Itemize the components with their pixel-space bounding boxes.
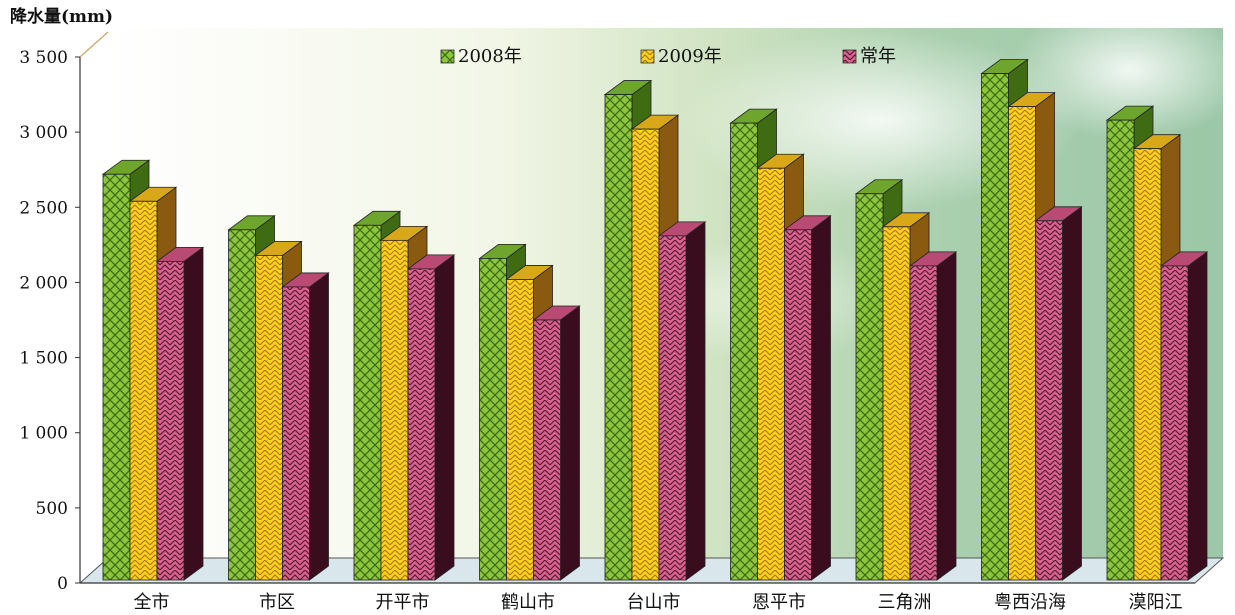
bar-front xyxy=(855,193,884,581)
bars xyxy=(101,58,1209,581)
bar-front xyxy=(981,73,1009,581)
y-tick-label: 3 500 xyxy=(19,48,68,68)
bar xyxy=(657,221,707,581)
legend-label: 2009年 xyxy=(658,46,722,67)
x-category-label: 鹤山市 xyxy=(501,592,555,613)
y-axis-label: 降水量(mm) xyxy=(10,6,113,27)
bar-side xyxy=(183,246,204,581)
bar-side xyxy=(434,254,455,581)
bar-side xyxy=(560,305,580,581)
bar-front xyxy=(129,200,158,581)
bar-front xyxy=(909,265,938,581)
x-category-label: 三角洲 xyxy=(878,592,932,613)
bar-front xyxy=(479,257,507,581)
bar-front xyxy=(407,268,436,581)
legend-item: 2009年 xyxy=(640,46,722,67)
x-category-label: 恩平市 xyxy=(752,592,806,613)
bar-front xyxy=(604,94,633,581)
bar-front xyxy=(380,239,409,581)
bar-side xyxy=(1187,251,1208,581)
x-category-label: 市区 xyxy=(259,592,295,613)
bar xyxy=(908,251,958,581)
bar-side xyxy=(1062,206,1082,581)
bar-front xyxy=(1160,265,1189,581)
y-axis-depth-line xyxy=(79,31,109,58)
bar-front xyxy=(506,279,534,581)
bar-front xyxy=(882,226,911,581)
bar xyxy=(532,305,581,581)
bar-front xyxy=(102,173,131,581)
bar xyxy=(406,254,456,581)
bar xyxy=(783,215,832,581)
bar-side xyxy=(685,221,706,581)
bar-front xyxy=(1106,119,1135,581)
y-tick-label: 1 000 xyxy=(19,424,68,444)
bar-front xyxy=(730,122,758,581)
x-category-label: 开平市 xyxy=(376,592,430,613)
bar-side xyxy=(936,251,957,581)
bar-side xyxy=(309,272,329,581)
bar xyxy=(155,246,205,581)
y-tick-label: 3 000 xyxy=(19,123,68,143)
bar xyxy=(1159,251,1209,581)
y-tick-label: 500 xyxy=(36,499,68,519)
x-category-label: 粤西沿海 xyxy=(994,592,1066,613)
bar xyxy=(1034,206,1083,581)
bar-front xyxy=(282,286,310,581)
bar-front xyxy=(1133,148,1162,581)
bar-front xyxy=(255,254,283,581)
bar-front xyxy=(228,229,256,581)
y-axis-ticks: 0 500 1 000 1 500 2 000 2 500 3 000 3 500 xyxy=(19,48,80,594)
legend-swatch xyxy=(640,49,655,64)
bar xyxy=(281,272,330,581)
x-axis-categories: 全市 市区 开平市 鹤山市 台山市 恩平市 三角洲 粤西沿海 漠阳江 xyxy=(134,592,1183,613)
legend-swatch xyxy=(440,49,455,64)
legend: 2008年 2009年 常年 xyxy=(440,46,896,67)
legend-label: 常年 xyxy=(860,46,896,67)
y-tick-label: 2 000 xyxy=(19,273,68,293)
y-tick-label: 1 500 xyxy=(19,349,68,369)
bar-front xyxy=(353,224,382,581)
x-category-label: 漠阳江 xyxy=(1129,592,1183,613)
bar-front xyxy=(1035,220,1063,581)
bar-side xyxy=(811,215,831,581)
x-category-label: 台山市 xyxy=(627,592,681,613)
y-tick-label: 2 500 xyxy=(19,198,68,218)
bar-front xyxy=(1008,106,1036,581)
bar-front xyxy=(658,235,687,581)
legend-swatch xyxy=(842,49,857,64)
legend-item: 2008年 xyxy=(440,46,522,67)
legend-label: 2008年 xyxy=(458,46,522,67)
bar-front xyxy=(156,260,185,581)
bar-front xyxy=(757,167,785,581)
bar-front xyxy=(784,229,812,581)
y-tick-label: 0 xyxy=(57,574,68,594)
x-category-label: 全市 xyxy=(134,592,170,613)
bar-front xyxy=(631,128,660,581)
bar-front xyxy=(533,319,561,581)
legend-item: 常年 xyxy=(842,46,896,67)
